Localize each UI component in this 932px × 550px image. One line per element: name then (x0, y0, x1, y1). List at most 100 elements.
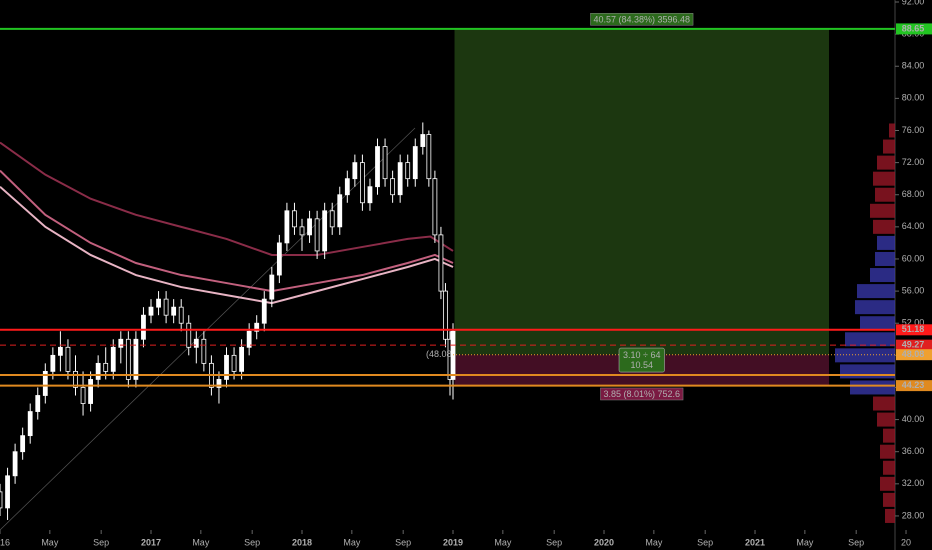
candle-body (125, 338, 131, 380)
volume-profile-bar (860, 316, 895, 331)
stop-label: 3.85 (8.01%) 752.6 (603, 389, 680, 399)
volume-profile-bar (883, 492, 895, 507)
candle-body (390, 178, 396, 196)
moving-average (0, 141, 454, 256)
candle-body (193, 338, 199, 348)
volume-profile-bar (873, 219, 895, 234)
y-tick-label: 72.00 (902, 157, 925, 167)
volume-profile-bar (880, 444, 895, 459)
volume-profile-bar (873, 396, 895, 411)
candle-body (224, 354, 229, 380)
x-tick-label: 2021 (745, 537, 765, 547)
level-axis-label-bg (896, 324, 932, 336)
volume-profile-bar (889, 123, 895, 138)
x-tick-label: Sep (546, 537, 562, 547)
candle-body (103, 362, 109, 372)
x-tick-label: 16 (0, 537, 10, 547)
candle-body (299, 226, 305, 236)
candle-body (35, 395, 41, 412)
level-axis-label: 44.23 (902, 380, 925, 390)
y-tick-label: 60.00 (902, 253, 925, 263)
volume-profile-bar (835, 348, 895, 363)
candle-body (58, 346, 63, 356)
candle-body (5, 475, 10, 509)
candle-body (178, 306, 184, 324)
level-axis-label-bg (896, 349, 932, 361)
candle-body (438, 234, 444, 292)
x-tick-label: 2017 (141, 537, 161, 547)
candle-body (27, 411, 33, 437)
x-tick-label: Sep (697, 537, 713, 547)
volume-profile-bar (883, 139, 895, 154)
target-label-bg (590, 13, 694, 26)
candle-body (110, 346, 116, 372)
target-label: 40.57 (84.38%) 3596.48 (593, 14, 690, 24)
candle-body (360, 162, 365, 204)
y-tick-label: 76.00 (902, 125, 925, 135)
y-tick-label: 32.00 (902, 478, 925, 488)
volume-profile-bar (875, 187, 895, 202)
y-tick-label: 68.00 (902, 189, 925, 199)
candle-body (42, 371, 48, 396)
candle-body (261, 298, 267, 324)
ratio-label-bg (618, 347, 665, 373)
candle-body (148, 306, 154, 316)
candle-body (352, 162, 358, 180)
x-tick-label: 2019 (443, 537, 463, 547)
candle-body (20, 435, 26, 453)
volume-profile-bar (870, 268, 895, 283)
candle-body (246, 330, 252, 348)
candle-body (382, 146, 388, 180)
x-tick-label: May (645, 537, 663, 547)
volume-profile-bar (873, 171, 895, 186)
x-tick-label: Sep (395, 537, 411, 547)
level-axis-label-bg (896, 339, 932, 351)
candle-body (307, 218, 312, 236)
volume-profile-bar (877, 155, 895, 170)
candle-body (0, 491, 3, 509)
candle-body (95, 362, 101, 380)
candle-body (269, 274, 275, 300)
volume-profile-bar (857, 284, 895, 299)
entry-label: (48.08 (426, 349, 452, 359)
volume-profile-bar (880, 476, 895, 491)
candle-body (65, 346, 71, 372)
moving-average (0, 185, 454, 305)
y-tick-label: 52.00 (902, 318, 925, 328)
target-zone (454, 28, 830, 355)
volume-profile-bar (850, 380, 895, 395)
candle-body (322, 210, 328, 252)
candle-body (73, 371, 78, 388)
x-tick-label: 20 (901, 537, 911, 547)
candle-body (450, 330, 456, 380)
y-tick-label: 84.00 (902, 61, 925, 71)
candle-body (50, 354, 56, 372)
y-tick-label: 64.00 (902, 221, 925, 231)
candle-body (186, 322, 192, 348)
y-tick-label: 28.00 (902, 510, 925, 520)
candle-body (405, 162, 411, 180)
x-tick-label: Sep (244, 537, 260, 547)
candle-body (426, 134, 432, 180)
x-tick-label: May (796, 537, 814, 547)
candle-body (443, 290, 448, 340)
candle-body (292, 210, 297, 228)
stop-label-bg (600, 387, 684, 401)
candle-body (337, 194, 343, 228)
x-tick-label: May (494, 537, 512, 547)
x-tick-label: 2020 (594, 537, 614, 547)
volume-profile-bar (840, 364, 895, 379)
candle-body (171, 306, 177, 316)
candle-body (397, 162, 403, 196)
y-tick-label: 80.00 (902, 93, 925, 103)
level-axis-label: 88.65 (902, 23, 925, 33)
x-tick-label: May (343, 537, 361, 547)
candle-body (344, 178, 350, 196)
candle-body (284, 210, 290, 244)
level-axis-label-bg (896, 380, 932, 392)
volume-profile-bar (885, 508, 895, 523)
x-tick-label: Sep (848, 537, 864, 547)
candle-body (329, 210, 335, 228)
